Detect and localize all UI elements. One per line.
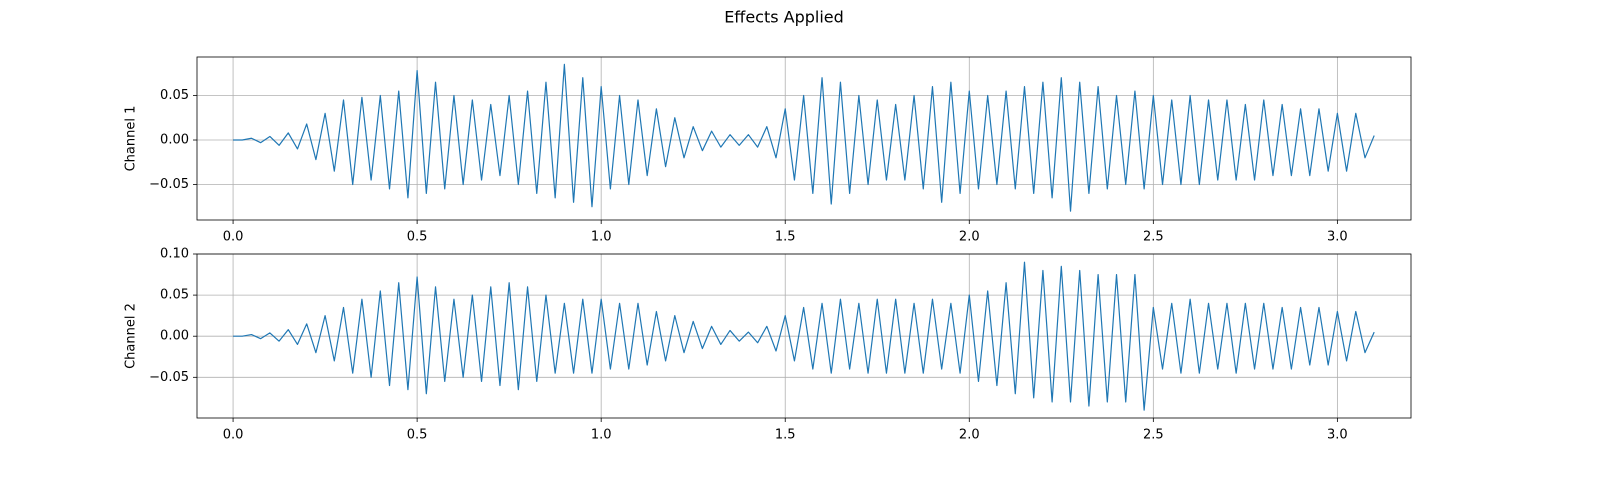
x-tick-label: 0.0 (223, 428, 244, 443)
plot-frame (196, 56, 1412, 221)
x-tick-label: 2.0 (959, 428, 980, 443)
y-axis-label: Channel 2 (124, 303, 139, 369)
y-tick-label: 0.05 (160, 88, 189, 103)
plot-area (197, 57, 1411, 220)
y-tick-label: −0.05 (149, 370, 189, 385)
subplot: 0.0 0.5 1.0 1.5 2.0 2.5 3.0 −0.05 0.00 0.05 Channe… (124, 56, 1412, 245)
figure-title: Effects Applied (724, 8, 844, 27)
waveform (233, 63, 1375, 212)
x-tick-label: 0.5 (407, 230, 428, 245)
subplot: 0.0 0.5 1.0 1.5 2.0 2.5 3.0 −0.05 0.00 0.05 0.10 Ch… (124, 247, 1412, 443)
x-tick-label: 1.5 (775, 428, 796, 443)
y-axis-label: Channel 1 (124, 106, 139, 172)
y-tick-label: 0.00 (160, 329, 189, 344)
x-tick-label: 2.5 (1143, 428, 1164, 443)
x-tick-label: 1.0 (591, 230, 612, 245)
x-tick-label: 2.5 (1143, 230, 1164, 245)
plot-frame (196, 253, 1412, 419)
x-tick-label: 2.0 (959, 230, 980, 245)
waveform (233, 261, 1375, 411)
y-tick-label: 0.00 (160, 133, 189, 148)
y-tick-label: 0.05 (160, 288, 189, 303)
x-tick-label: 3.0 (1327, 230, 1348, 245)
x-tick-label: 0.5 (407, 428, 428, 443)
x-tick-label: 0.0 (223, 230, 244, 245)
x-tick-label: 1.5 (775, 230, 796, 245)
y-tick-label: −0.05 (149, 177, 189, 192)
y-tick-label: 0.10 (160, 247, 189, 262)
x-tick-label: 1.0 (591, 428, 612, 443)
x-tick-label: 3.0 (1327, 428, 1348, 443)
